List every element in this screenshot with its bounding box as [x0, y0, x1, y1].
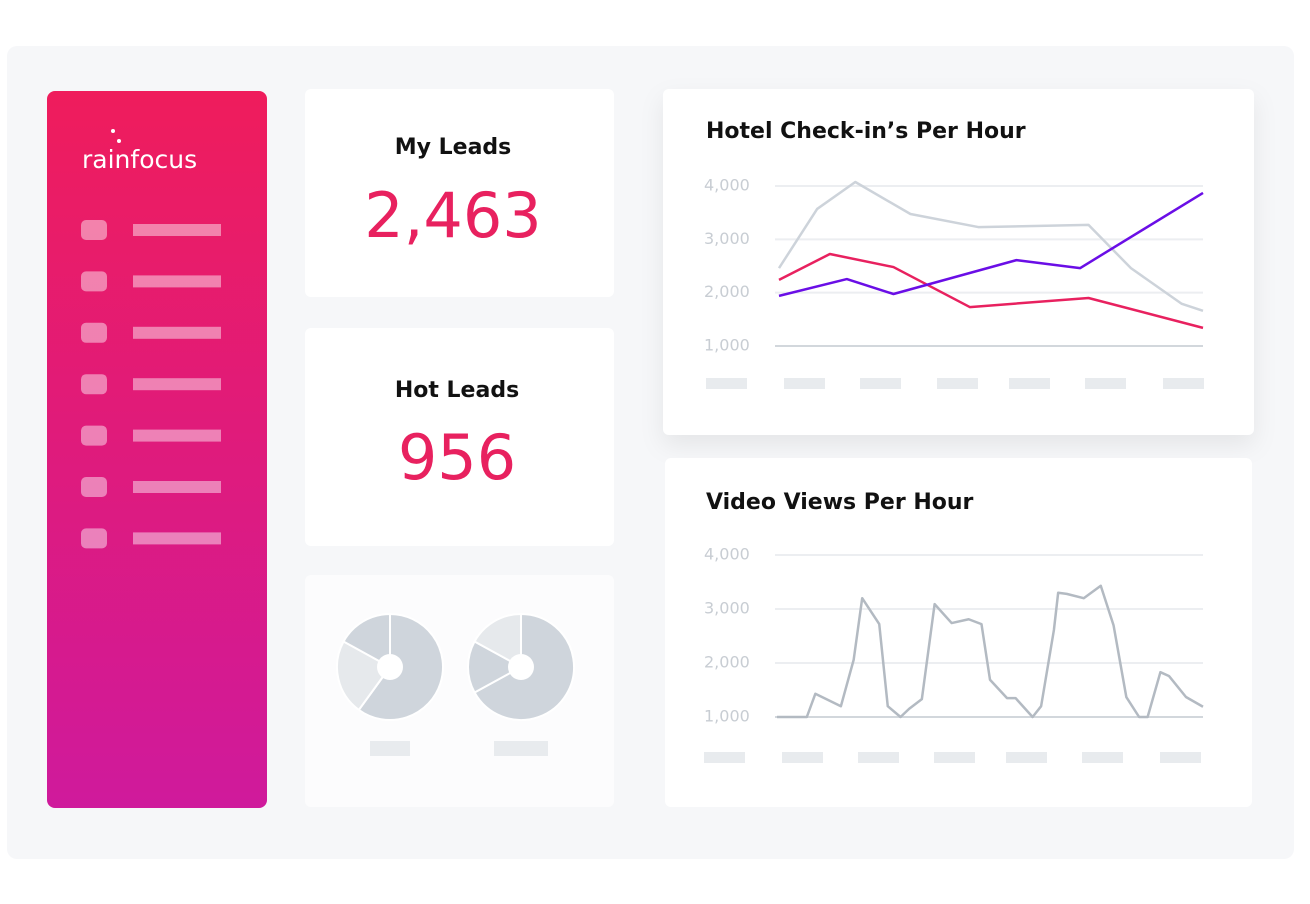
menu-label — [133, 532, 221, 545]
logo-dot — [111, 129, 115, 133]
pie-slice — [342, 612, 391, 669]
menu-label — [133, 275, 221, 288]
menu-icon — [81, 220, 107, 240]
placeholder — [1160, 752, 1201, 763]
pie-hole — [377, 654, 403, 680]
placeholder — [934, 752, 975, 763]
y-tick-label: 2,000 — [704, 282, 750, 301]
pie-slice — [467, 640, 524, 694]
kpi-label: Hot Leads — [395, 378, 519, 403]
placeholder — [494, 741, 548, 756]
placeholder — [1082, 752, 1123, 763]
placeholder — [784, 378, 825, 389]
logo-dot — [117, 139, 121, 143]
chart-card — [663, 89, 1254, 435]
menu-icon — [81, 271, 107, 292]
placeholder — [937, 378, 978, 389]
chart-title: Video Views Per Hour — [706, 490, 974, 515]
line-series — [777, 584, 1204, 719]
chart-title: Hotel Check-in’s Per Hour — [706, 119, 1026, 144]
y-tick-label: 3,000 — [704, 229, 750, 248]
line-series — [777, 180, 1204, 312]
brand: rainfocus — [82, 145, 197, 174]
placeholder — [858, 752, 899, 763]
pie-slice — [336, 640, 392, 712]
chart-card — [665, 458, 1252, 807]
menu-icon — [81, 374, 107, 395]
pie-hole — [508, 654, 534, 680]
placeholder — [1163, 378, 1204, 389]
menu — [81, 220, 221, 549]
kpi-label: My Leads — [395, 135, 512, 160]
menu-icon — [81, 528, 107, 549]
menu-label — [133, 481, 221, 493]
placeholder — [704, 752, 745, 763]
y-tick-label: 2,000 — [704, 653, 750, 672]
placeholder — [706, 378, 747, 389]
menu-label — [133, 224, 221, 236]
y-tick-label: 4,000 — [704, 545, 750, 564]
line-series — [778, 252, 1204, 330]
kpi-card — [305, 89, 614, 297]
placeholder — [1006, 752, 1047, 763]
placeholder — [1009, 378, 1050, 389]
placeholder — [860, 378, 901, 389]
kpi-value: 956 — [398, 421, 516, 494]
sidebar — [47, 91, 267, 808]
y-tick-label: 3,000 — [704, 599, 750, 618]
menu-icon — [81, 477, 107, 497]
menu-label — [133, 326, 221, 339]
placeholder — [370, 741, 410, 756]
kpi-card — [305, 328, 614, 546]
kpi-value: 2,463 — [364, 179, 542, 252]
menu-icon — [81, 322, 107, 343]
y-tick-label: 4,000 — [704, 176, 750, 195]
line-series — [778, 191, 1204, 298]
placeholder — [1085, 378, 1126, 389]
pie-slice — [473, 612, 522, 669]
y-tick-label: 1,000 — [704, 707, 750, 726]
y-tick-label: 1,000 — [704, 336, 750, 355]
menu-icon — [81, 425, 107, 446]
menu-label — [133, 429, 221, 442]
menu-label — [133, 378, 221, 391]
placeholder — [782, 752, 823, 763]
